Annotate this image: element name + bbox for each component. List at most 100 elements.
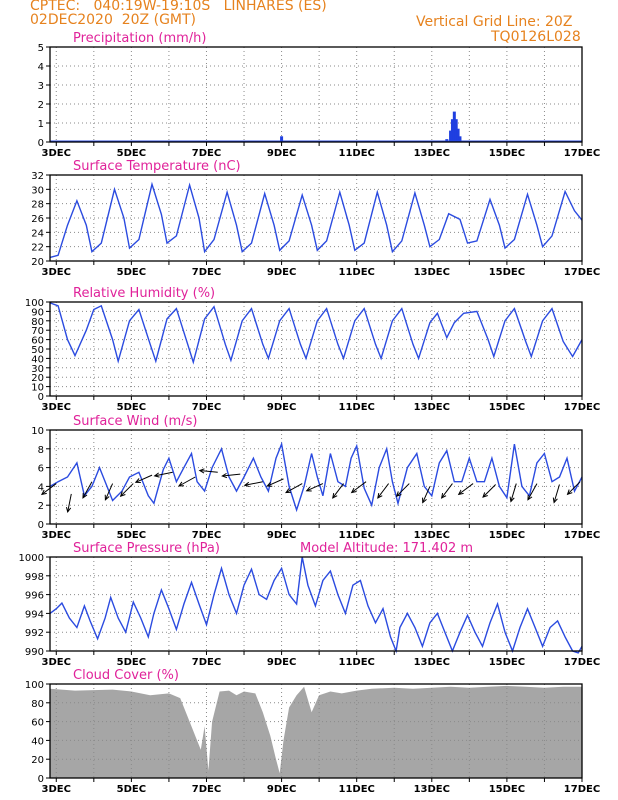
cloud-cover-area [50,685,582,778]
y-tick-label: 60 [31,718,44,729]
y-tick-label: 5 [38,43,44,54]
y-tick-label: 992 [25,628,44,639]
x-tick-label: 11DEC [338,657,374,668]
x-tick-label: 7DEC [192,784,221,795]
y-tick-label: 1 [38,119,44,130]
y-tick-label: 0 [38,392,44,403]
x-tick-label: 7DEC [192,657,221,668]
wind-arrow-head [509,496,515,503]
wind-arrow [567,481,581,495]
wind-arrow [458,483,474,495]
panel-frame [49,683,583,779]
x-tick-label: 13DEC [414,148,450,159]
wind-arrow [396,483,410,497]
wind-arrow-head [40,489,47,496]
wind-arrow-head [119,491,126,497]
x-tick-label: 3DEC [42,530,71,541]
wind-arrow [244,481,263,486]
panel-2: Relative Humidity (%) 0102030405060708090… [25,286,600,413]
y-tick-label: 80 [31,317,44,328]
x-tick-label: 13DEC [414,530,450,541]
x-tick-label: 3DEC [42,267,71,278]
wind-arrow [178,476,196,487]
x-tick-label: 3DEC [42,402,71,413]
y-tick-label: 2 [38,100,44,111]
series-line [49,181,583,259]
wind-arrow [267,478,284,487]
x-tick-label: 9DEC [267,267,296,278]
x-tick-label: 9DEC [267,148,296,159]
header-station: CPTEC: 040:19W-19:10S LINHARES (ES) [30,0,327,14]
x-tick-label: 3DEC [42,784,71,795]
panel-4: Surface Pressure (hPa) Model Altitude: 17… [19,541,601,668]
x-tick-label: 13DEC [414,402,450,413]
wind-arrow [351,481,367,493]
x-tick-label: 9DEC [267,530,296,541]
y-tick-label: 0 [38,774,44,785]
x-tick-label: 17DEC [564,148,600,159]
wind-arrow [441,483,453,499]
wind-arrow-head [243,481,250,488]
x-tick-label: 7DEC [192,530,221,541]
wind-arrow-head [221,472,228,479]
wind-arrow [482,484,496,498]
y-tick-label: 4 [38,62,44,73]
x-tick-label: 5DEC [117,148,146,159]
wind-arrow-head [395,491,402,497]
precip-bar [456,128,460,142]
series-line [49,441,583,513]
y-tick-label: 20 [31,755,44,766]
wind-arrow-head [104,494,110,501]
panel-title: Surface Temperature (nC) [73,159,241,174]
wind-arrow [41,483,57,495]
y-tick-label: 22 [31,243,44,254]
x-tick-label: 15DEC [489,148,525,159]
wind-arrow [135,474,153,483]
x-tick-label: 13DEC [414,784,450,795]
wind-arrow-head [305,486,312,492]
panel-3: Surface Wind (m/s) 0 2 4 6 8 10 3DEC 5DEC 7DEC 9DE… [31,414,600,541]
y-tick-label: 8 [38,445,44,456]
y-tick-label: 32 [31,171,44,182]
x-tick-label: 15DEC [489,402,525,413]
wind-arrow-head [134,478,141,483]
precip-bar [452,111,456,142]
wind-arrow-head [440,492,447,499]
header-code: TQ0126L028 [491,29,581,45]
precip-bar [450,119,454,142]
y-tick-label: 40 [31,354,44,365]
x-tick-label: 11DEC [338,267,374,278]
panel-0: Precipitation (mm/h) 0 1 2 3 4 5 3DEC 5DEC 7DEC 9D… [38,31,601,159]
y-tick-label: 30 [31,364,44,375]
wind-arrow-head [65,506,72,514]
wind-arrow [332,483,344,499]
wind-arrow-head [82,492,88,499]
panel-1: Surface Temperature (nC) 20 22 24 26 28 30 32 3D… [31,159,600,278]
y-tick-label: 60 [31,336,44,347]
y-tick-label: 10 [31,383,44,394]
y-tick-label: 1000 [19,553,44,564]
precip-bar [449,130,453,142]
wind-arrow-head [266,481,273,487]
panel-title: Precipitation (mm/h) [73,31,206,46]
wind-arrow-head [377,492,383,499]
wind-arrow [120,483,134,497]
y-tick-label: 4 [38,482,44,493]
wind-arrow-head [566,489,573,496]
wind-arrow [154,471,173,477]
wind-arrow [553,484,560,503]
y-tick-label: 10 [31,426,44,437]
x-tick-label: 13DEC [414,267,450,278]
wind-arrow [67,493,72,513]
panel-title: Cloud Cover (%) [73,668,179,683]
panel-frame [49,429,583,525]
x-tick-label: 17DEC [564,402,600,413]
y-tick-label: 90 [31,307,44,318]
x-tick-label: 5DEC [117,784,146,795]
x-tick-label: 11DEC [338,784,374,795]
y-tick-label: 70 [31,326,44,337]
x-tick-label: 17DEC [564,530,600,541]
panel-frame [49,556,583,652]
y-tick-label: 30 [31,185,44,196]
panel-title: Surface Pressure (hPa) [73,541,220,556]
